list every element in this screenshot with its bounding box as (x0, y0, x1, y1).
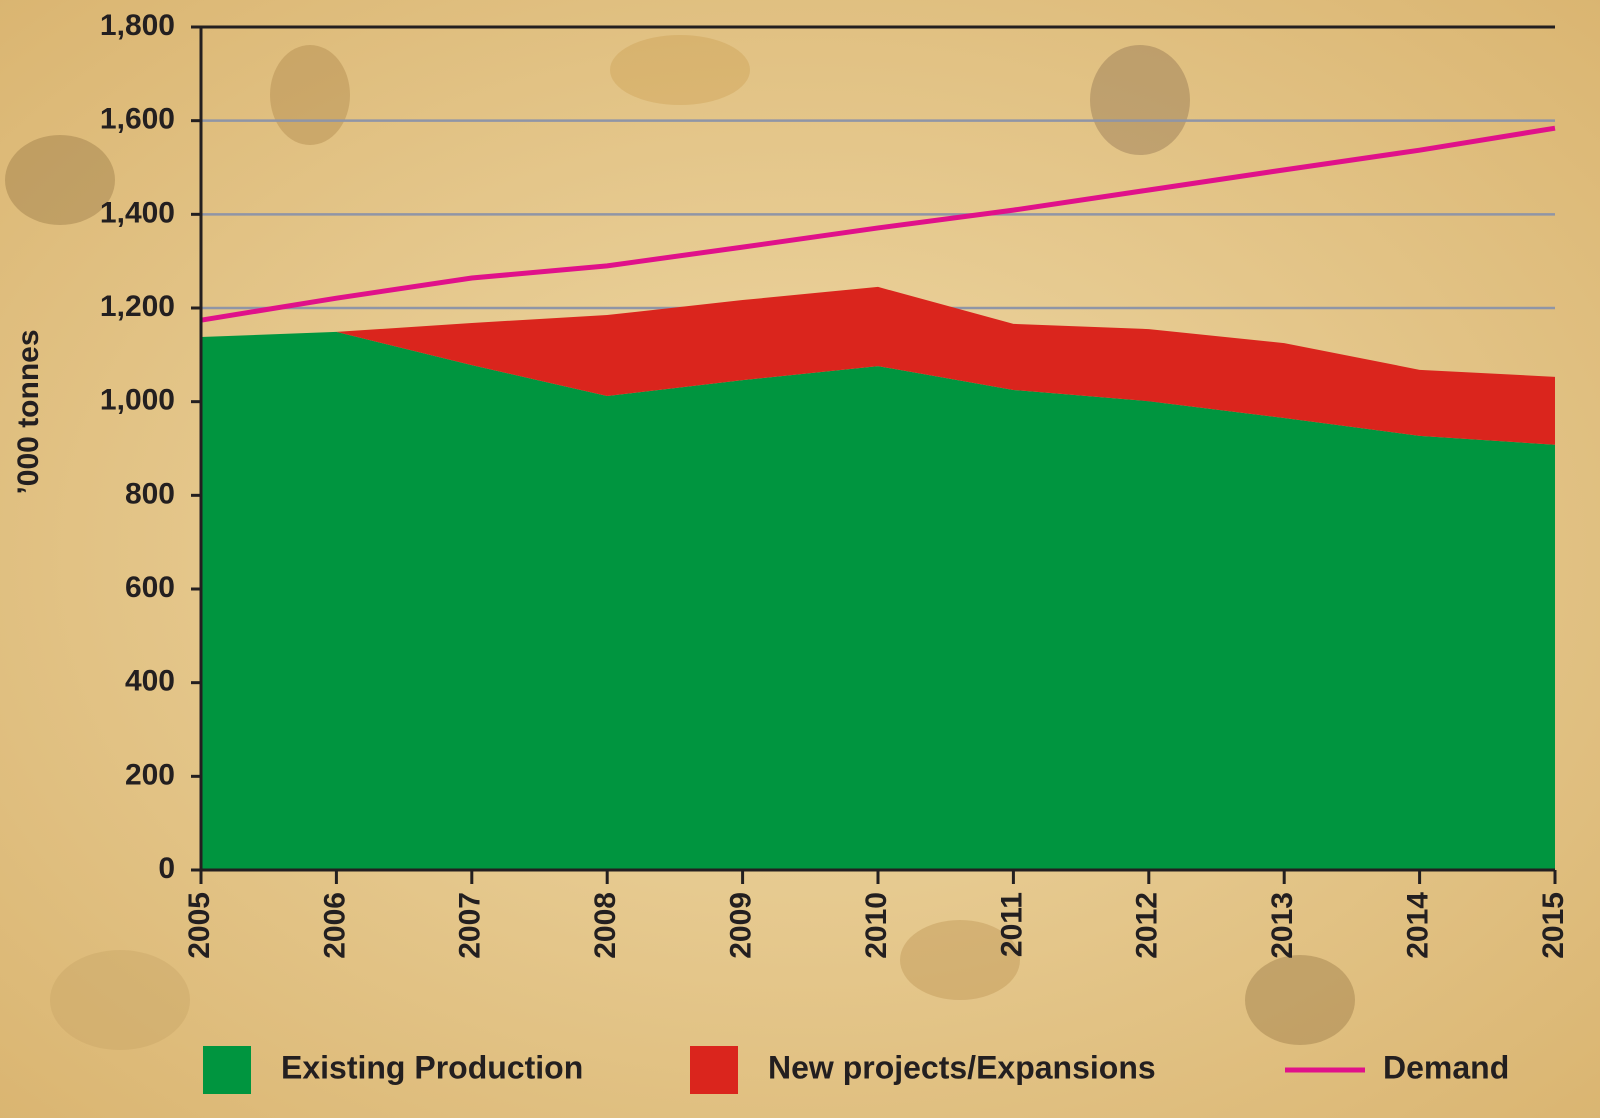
y-tick-label: 1,800 (100, 9, 175, 42)
legend-label: New projects/Expansions (768, 1049, 1156, 1085)
y-tick-label: 1,400 (100, 196, 175, 229)
y-tick-label: 1,200 (100, 290, 175, 323)
x-tick-label: 2013 (1266, 892, 1299, 959)
y-tick-label: 800 (125, 477, 175, 510)
y-tick-label: 400 (125, 665, 175, 698)
x-tick-label: 2007 (454, 892, 487, 959)
x-tick-label: 2010 (860, 892, 893, 959)
line (200, 125, 1556, 323)
x-tick-label: 2005 (183, 892, 216, 959)
legend-label: Existing Production (281, 1049, 583, 1085)
legend-swatch (203, 1046, 251, 1094)
x-tick-label: 2006 (318, 892, 351, 959)
y-tick-label: 200 (125, 758, 175, 791)
y-tick-label: 1,000 (100, 384, 175, 417)
legend-label: Demand (1383, 1049, 1509, 1085)
pebbles (5, 35, 1355, 1050)
legend-swatch (690, 1046, 738, 1094)
x-tick-label: 2014 (1402, 892, 1435, 959)
y-tick-label: 600 (125, 571, 175, 604)
x-tick-label: 2012 (1131, 892, 1164, 959)
x-tick-label: 2009 (725, 892, 758, 959)
x-tick-label: 2015 (1537, 892, 1570, 959)
x-tick-label: 2008 (589, 892, 622, 959)
y-axis-label: ’000 tonnes (12, 329, 45, 494)
area (201, 331, 1555, 870)
y-tick-label: 0 (158, 852, 175, 885)
area (201, 286, 1555, 445)
y-tick-label: 1,600 (100, 103, 175, 136)
x-tick-label: 2011 (995, 892, 1028, 957)
